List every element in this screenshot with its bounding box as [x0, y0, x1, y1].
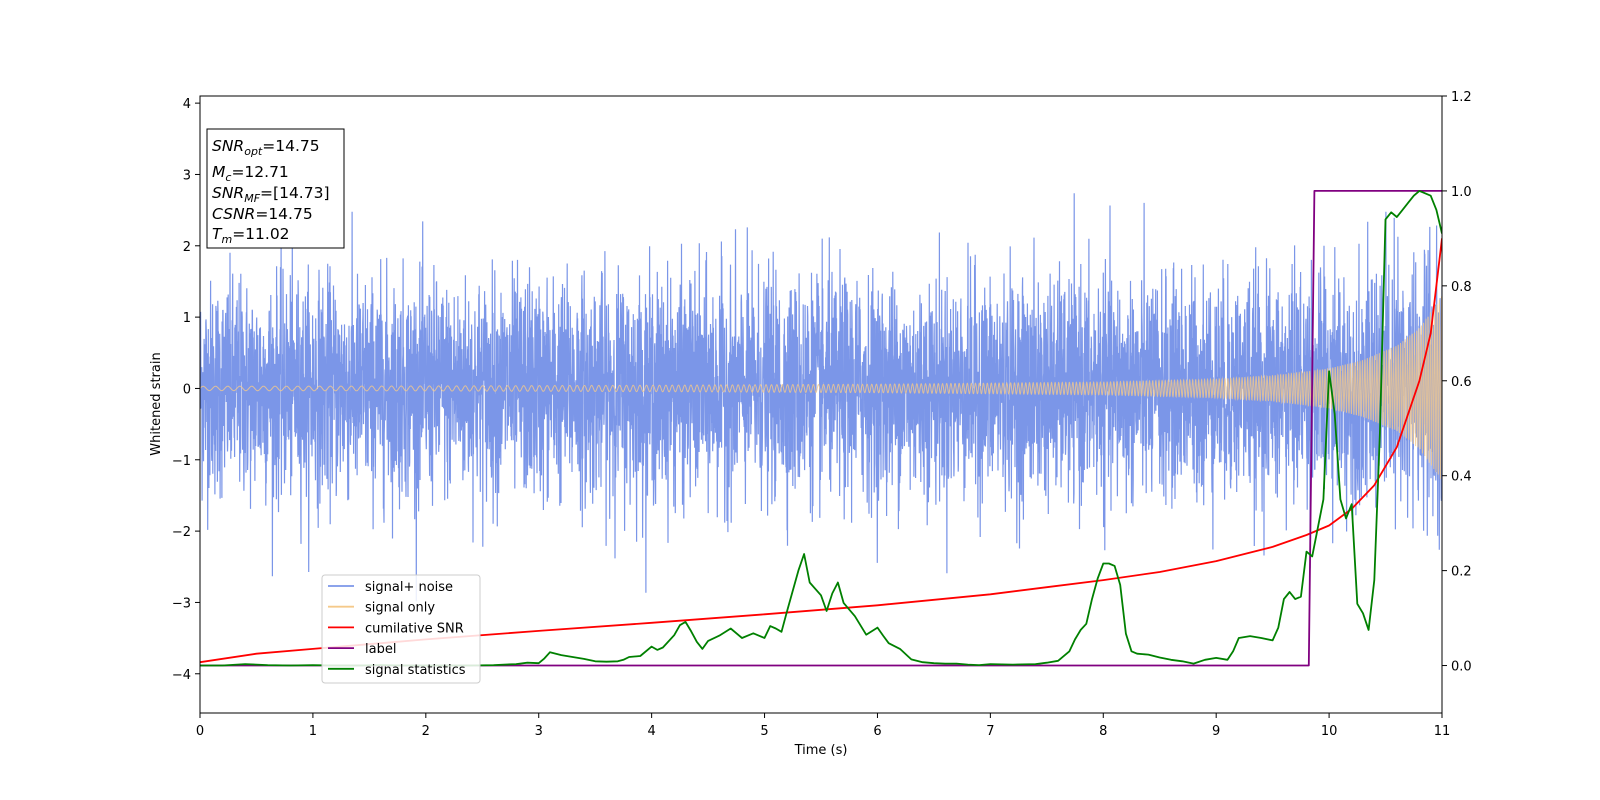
y-right-tick-label: 0.0 — [1451, 660, 1472, 675]
tm-text: Tm=11.02 — [212, 225, 290, 246]
y-tick-label: 3 — [183, 168, 191, 183]
legend-label: signal+ noise — [365, 580, 453, 595]
x-tick-label: 8 — [1099, 724, 1107, 739]
legend-label: signal statistics — [365, 663, 466, 678]
stats-annotation-box — [206, 128, 345, 249]
csnr-text: CSNR=14.75 — [212, 205, 313, 223]
y-right-tick-label: 0.2 — [1451, 565, 1472, 580]
x-axis: 0 1 2 3 4 5 6 7 8 9 10 11 — [196, 713, 1450, 739]
y-tick-label: −1 — [172, 454, 191, 469]
y-tick-label: 0 — [183, 382, 191, 397]
legend-label: signal only — [365, 601, 435, 616]
x-tick-label: 1 — [309, 724, 317, 739]
x-tick-label: 0 — [196, 724, 204, 739]
x-tick-label: 11 — [1434, 724, 1451, 739]
series-layer — [200, 190, 1442, 667]
series-signal-only — [200, 296, 1442, 480]
y-tick-label: −2 — [172, 525, 191, 540]
snr-opt-text: SNRopt=14.75 — [212, 137, 320, 158]
y-tick-label: −4 — [172, 668, 191, 683]
x-tick-label: 3 — [535, 724, 543, 739]
legend-box — [321, 574, 481, 684]
series-signal-noise — [200, 193, 1442, 602]
y-right-tick-label: 1.0 — [1451, 185, 1472, 200]
y-axis-label: Whitened strain — [149, 352, 164, 455]
series-cumulative-snr — [200, 238, 1442, 664]
y-right-tick-label: 0.6 — [1451, 375, 1472, 390]
legend-label: label — [365, 642, 396, 657]
legend: signal+ noise signal only cumilative SNR la… — [321, 574, 481, 684]
y-tick-label: −3 — [172, 596, 191, 611]
x-tick-label: 7 — [986, 724, 994, 739]
series-label — [200, 190, 1442, 667]
x-tick-label: 5 — [760, 724, 768, 739]
x-tick-label: 10 — [1321, 724, 1338, 739]
mc-text: Mc=12.71 — [212, 163, 289, 184]
x-tick-label: 4 — [647, 724, 655, 739]
y-right-tick-label: 0.4 — [1451, 470, 1472, 485]
y-axis-right: 0.0 0.2 0.4 0.6 0.8 1.0 1.2 — [1442, 90, 1472, 675]
x-tick-label: 2 — [422, 724, 430, 739]
legend-label: cumilative SNR — [365, 621, 464, 636]
y-tick-label: 2 — [183, 240, 191, 255]
y-axis-left: −4 −3 −2 −1 0 1 2 3 4 — [172, 97, 200, 683]
plot-frame — [199, 95, 1443, 714]
x-tick-label: 9 — [1212, 724, 1220, 739]
snr-mf-text: SNRMF=[14.73] — [212, 184, 330, 205]
y-right-tick-label: 0.8 — [1451, 280, 1472, 295]
y-tick-label: 4 — [183, 97, 191, 112]
x-tick-label: 6 — [873, 724, 881, 739]
y-tick-label: 1 — [183, 311, 191, 326]
x-axis-label: Time (s) — [794, 743, 848, 758]
y-right-tick-label: 1.2 — [1451, 90, 1472, 105]
series-signal-statistics — [200, 190, 1442, 667]
stats-annotation: SNRopt=14.75 Mc=12.71 SNRMF=[14.73] CSNR… — [206, 128, 345, 249]
